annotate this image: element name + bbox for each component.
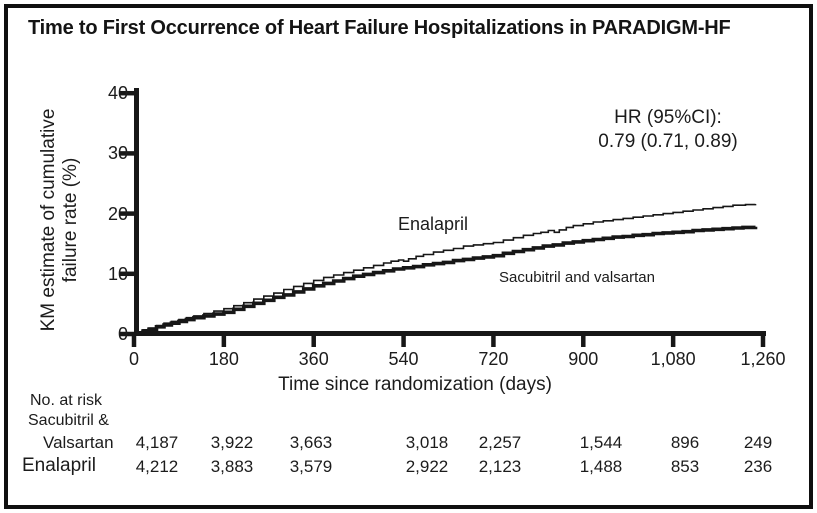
x-tick-label: 1,260 xyxy=(740,349,786,369)
x-tick-label: 540 xyxy=(388,349,419,369)
figure-title: Time to First Occurrence of Heart Failur… xyxy=(28,17,731,39)
risk-count-cell: 3,018 xyxy=(405,433,449,452)
x-tick-label: 180 xyxy=(208,349,239,369)
risk-count-cell: 3,883 xyxy=(210,457,254,476)
figure-border xyxy=(4,4,813,509)
x-tick-label: 900 xyxy=(568,349,599,369)
risk-count-cell: 3,922 xyxy=(210,433,254,452)
risk-count-cell: 4,212 xyxy=(135,457,179,476)
series-label-enalapril: Enalapril xyxy=(398,214,469,234)
hazard-ratio-line1: HR (95%CI): xyxy=(614,107,722,128)
km-curve-sacubitril-valsartan xyxy=(134,225,758,336)
risk-row-label-sacubitril-line1: Sacubitril & xyxy=(28,412,109,429)
y-tick-label: 40 xyxy=(107,83,128,104)
risk-count-cell: 896 xyxy=(670,433,700,452)
x-axis-label: Time since randomization (days) xyxy=(278,374,552,395)
risk-row-label-enalapril: Enalapril xyxy=(22,455,96,476)
risk-count-cell: 2,123 xyxy=(478,457,522,476)
y-tick-label: 10 xyxy=(107,263,128,284)
x-tick-label: 0 xyxy=(128,349,139,369)
risk-count-cell: 1,544 xyxy=(579,433,623,452)
risk-count-cell: 1,488 xyxy=(579,457,623,476)
risk-count-cell: 3,663 xyxy=(289,433,333,452)
risk-row-label-sacubitril-line2: Valsartan xyxy=(43,433,114,452)
risk-count-cell: 236 xyxy=(743,457,773,476)
risk-count-cell: 853 xyxy=(670,457,700,476)
risk-count-cell: 2,257 xyxy=(478,433,522,452)
y-tick-label: 0 xyxy=(117,324,128,344)
risk-count-cell: 3,579 xyxy=(289,457,333,476)
risk-count-cell: 2,922 xyxy=(405,457,449,476)
x-tick-label: 1,080 xyxy=(650,349,696,369)
hazard-ratio-annotation: HR (95%CI): 0.79 (0.71, 0.89) xyxy=(568,106,768,154)
risk-count-cell: 249 xyxy=(743,433,773,452)
x-tick-label: 360 xyxy=(298,349,329,369)
y-tick-label: 30 xyxy=(107,143,128,164)
hazard-ratio-line2: 0.79 (0.71, 0.89) xyxy=(598,131,738,152)
series-label-sacubitril-valsartan: Sacubitril and valsartan xyxy=(499,269,655,286)
risk-count-cell: 4,187 xyxy=(135,433,179,452)
risk-table-header: No. at risk xyxy=(30,392,103,409)
y-tick-label: 20 xyxy=(107,203,128,224)
x-tick-label: 720 xyxy=(478,349,509,369)
